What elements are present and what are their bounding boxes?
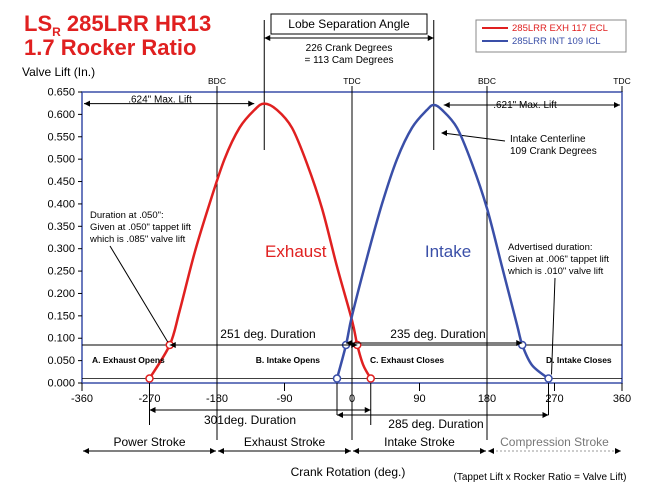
stroke-band-arrow-arrow-right <box>345 448 351 454</box>
legend-entry: 285LRR EXH 117 ECL <box>512 23 608 34</box>
intake-duration-050-arrow-arrow-left <box>346 339 352 346</box>
advertised-duration-note-title: Advertised duration: <box>508 242 593 253</box>
duration-050-note-line-2: Given at .050" tappet lift <box>90 222 191 233</box>
lobe-separation-title: Lobe Separation Angle <box>288 17 410 31</box>
lobe-separation-arrow-arrow-right <box>427 35 434 41</box>
exhaust-duration-050-label: 251 deg. Duration <box>220 327 315 341</box>
stroke-label: Power Stroke <box>113 435 185 449</box>
stroke-band-arrow-arrow-left <box>83 448 89 454</box>
intake-lift-curve <box>335 103 550 380</box>
top-marker-label: TDC <box>613 76 630 86</box>
exhaust-duration-050-arrow-arrow-left <box>169 341 176 348</box>
exhaust-region-label: Exhaust <box>265 242 327 261</box>
intake-advertised-duration-arrow-arrow-right <box>542 412 549 418</box>
y-tick-label: 0.050 <box>47 355 75 367</box>
intake-duration-050-arrow-arrow-right <box>516 339 523 346</box>
duration-050-note-line-3: which is .085" valve lift <box>89 234 186 245</box>
stroke-label: Intake Stroke <box>384 435 455 449</box>
lobe-separation-arrow-arrow-left <box>264 35 271 41</box>
valve-event-point <box>544 374 553 383</box>
exhaust-max-lift-label: .624" Max. Lift <box>128 95 192 106</box>
exhaust-advertised-duration-arrow-arrow-left <box>149 407 156 413</box>
valve-event-label: C. Exhaust Closes <box>370 355 444 365</box>
chart-legend: 285LRR EXH 117 ECL 285LRR INT 109 ICL <box>475 19 627 53</box>
stroke-label: Compression Stroke <box>500 435 609 449</box>
y-tick-label: 0.250 <box>47 266 75 278</box>
intake-max-lift-label: .621" Max. Lift <box>493 100 557 111</box>
stroke-band-arrow-arrow-right <box>480 448 486 454</box>
y-tick-label: 0.000 <box>47 378 75 390</box>
exhaust-max-lift-arrow-arrow-right <box>248 100 255 107</box>
legend-entry: 285LRR INT 109 ICL <box>512 36 601 47</box>
valve-event-label: B. Intake Opens <box>256 355 321 365</box>
legend-box <box>475 19 627 53</box>
y-tick-label: 0.200 <box>47 288 75 300</box>
intake-centerline-label: Intake Centerline <box>510 134 586 145</box>
y-tick-label: 0.100 <box>47 333 75 345</box>
x-tick-label: -360 <box>71 393 93 405</box>
valve-event-point <box>366 374 375 383</box>
exhaust-lift-curve <box>148 102 372 380</box>
exhaust-advertised-duration-arrow-arrow-right <box>364 407 371 413</box>
y-tick-label: 0.600 <box>47 109 75 121</box>
rocker-ratio-footnote: (Tappet Lift x Rocker Ratio = Valve Lift… <box>454 472 627 483</box>
intake-max-lift-arrow-arrow-left <box>443 101 450 108</box>
stroke-label: Exhaust Stroke <box>244 435 326 449</box>
duration-050-note-title: Duration at .050": <box>90 210 164 221</box>
stroke-band-arrow-arrow-left <box>488 448 494 454</box>
y-axis-label: Valve Lift (In.) <box>22 65 95 79</box>
stroke-band-arrow-arrow-left <box>218 448 224 454</box>
chart-subtitle: 1.7 Rocker Ratio <box>24 35 197 60</box>
duration-050-note-leader <box>109 245 169 343</box>
intake-advertised-duration-arrow-arrow-left <box>337 412 343 418</box>
intake-centerline-degrees: 109 Crank Degrees <box>510 146 597 157</box>
valve-event-label: D. Intake Closes <box>546 355 612 365</box>
intake-region-label: Intake <box>425 242 471 261</box>
valve-event-point <box>332 374 342 383</box>
lobe-separation-box <box>270 13 428 35</box>
x-tick-label: 270 <box>545 393 563 405</box>
intake-advertised-duration-label: 285 deg. Duration <box>388 417 483 431</box>
y-tick-label: 0.350 <box>47 221 75 233</box>
advertised-duration-note-line-3: which is .010" valve lift <box>507 266 604 277</box>
y-tick-label: 0.500 <box>47 154 75 166</box>
y-tick-label: 0.400 <box>47 198 75 210</box>
intake-centerline-leader <box>442 132 506 142</box>
top-marker-label: BDC <box>208 76 226 86</box>
y-tick-label: 0.550 <box>47 131 75 143</box>
stroke-band-arrow-arrow-right <box>615 448 621 454</box>
intake-max-lift-arrow-arrow-right <box>614 101 620 108</box>
y-tick-label: 0.150 <box>47 310 75 322</box>
lobe-separation-cam-degrees: = 113 Cam Degrees <box>304 55 393 66</box>
exhaust-max-lift-arrow-arrow-left <box>84 100 90 107</box>
valve-event-label: A. Exhaust Opens <box>92 355 165 365</box>
advertised-duration-note-leader <box>551 277 556 375</box>
advertised-duration-note-line-2: Given at .006" tappet lift <box>508 254 609 265</box>
exhaust-advertised-duration-label: 301deg. Duration <box>204 413 296 427</box>
stroke-band-arrow-arrow-right <box>210 448 216 454</box>
x-tick-label: 90 <box>413 393 425 405</box>
y-tick-label: 0.300 <box>47 243 75 255</box>
top-marker-label: BDC <box>478 76 496 86</box>
chart-title: LSR 285LRR HR13 <box>24 11 212 40</box>
lobe-separation-crank-degrees: 226 Crank Degrees <box>306 43 393 54</box>
valve-event-point <box>145 374 154 383</box>
stroke-band-arrow-arrow-left <box>353 448 359 454</box>
x-tick-label: 360 <box>613 393 631 405</box>
intake-duration-050-label: 235 deg. Duration <box>390 327 485 341</box>
x-axis-label: Crank Rotation (deg.) <box>291 465 406 479</box>
intake-centerline-leader-arrow <box>441 130 447 136</box>
y-tick-label: 0.450 <box>47 176 75 188</box>
y-tick-label: 0.650 <box>47 87 75 99</box>
x-tick-label: -90 <box>277 393 293 405</box>
top-marker-label: TDC <box>343 76 360 86</box>
